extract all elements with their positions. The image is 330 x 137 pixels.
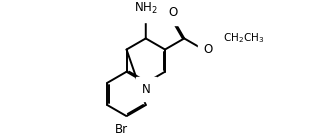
Text: Br: Br (115, 123, 128, 136)
Text: N: N (141, 83, 150, 96)
Text: CH$_2$CH$_3$: CH$_2$CH$_3$ (223, 32, 264, 45)
Text: O: O (169, 6, 178, 19)
Text: O: O (204, 43, 213, 56)
Text: NH$_2$: NH$_2$ (134, 1, 158, 16)
